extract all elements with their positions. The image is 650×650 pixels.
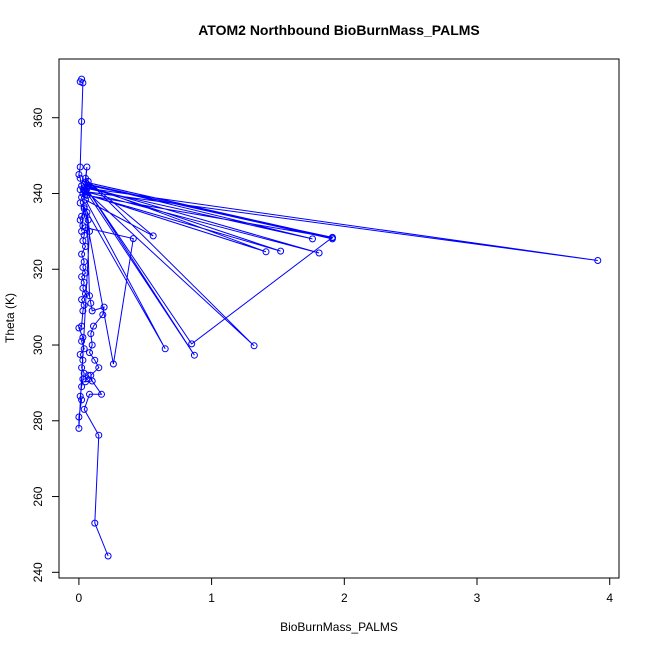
data-point-65 bbox=[75, 324, 83, 332]
data-point-37 bbox=[188, 340, 196, 348]
plot-frame bbox=[58, 58, 620, 579]
data-point-48 bbox=[129, 235, 137, 243]
data-point-68 bbox=[80, 345, 88, 353]
data-point-81 bbox=[83, 208, 91, 216]
data-point-66 bbox=[79, 333, 87, 341]
data-point-78 bbox=[75, 424, 83, 432]
data-point-76 bbox=[78, 396, 86, 404]
data-point-67 bbox=[78, 337, 86, 345]
x-axis-label: BioBurnMass_PALMS bbox=[280, 620, 398, 634]
data-point-49 bbox=[82, 224, 89, 232]
x-axis: 0 1 2 3 4 bbox=[76, 578, 613, 605]
x-tick-label-0: 0 bbox=[76, 591, 83, 605]
data-point-32 bbox=[277, 247, 285, 255]
y-tick-label-0: 240 bbox=[31, 562, 45, 582]
data-point-89 bbox=[88, 341, 96, 349]
data-point-90 bbox=[86, 349, 93, 357]
data-point-75 bbox=[76, 392, 84, 400]
data-point-57 bbox=[78, 273, 86, 281]
data-point-92 bbox=[95, 364, 103, 372]
data-point-70 bbox=[79, 356, 87, 364]
chart-title: ATOM2 Northbound BioBurnMass_PALMS bbox=[198, 22, 480, 38]
data-point-71 bbox=[78, 364, 86, 372]
y-tick-label-4: 320 bbox=[31, 259, 45, 279]
y-axis-label: Theta (K) bbox=[3, 293, 17, 343]
data-point-102 bbox=[104, 552, 112, 560]
y-tick-label-6: 360 bbox=[31, 107, 45, 127]
data-point-87 bbox=[90, 322, 97, 330]
y-tick-label-1: 260 bbox=[31, 486, 45, 506]
data-point-96 bbox=[84, 371, 92, 379]
series-line bbox=[78, 78, 598, 557]
data-point-43 bbox=[149, 232, 157, 240]
data-point-86 bbox=[99, 311, 107, 319]
data-point-42 bbox=[84, 177, 92, 185]
data-point-82 bbox=[86, 292, 93, 300]
x-tick-label-3: 3 bbox=[474, 591, 481, 605]
x-tick-label-1: 1 bbox=[208, 591, 215, 605]
data-point-11 bbox=[76, 199, 84, 207]
data-point-61 bbox=[78, 296, 86, 304]
data-point-56 bbox=[82, 269, 89, 277]
data-point-98 bbox=[86, 390, 93, 398]
data-point-39 bbox=[190, 351, 198, 359]
data-point-60 bbox=[82, 290, 89, 298]
data-point-94 bbox=[88, 377, 96, 385]
y-tick-label-5: 340 bbox=[31, 183, 45, 203]
data-point-30 bbox=[315, 249, 323, 257]
data-point-17 bbox=[83, 163, 91, 171]
y-tick-label-2: 280 bbox=[31, 410, 45, 430]
data-point-99 bbox=[80, 405, 88, 413]
data-point-40 bbox=[82, 187, 89, 194]
data-point-44 bbox=[82, 196, 89, 204]
data-point-26 bbox=[309, 235, 316, 243]
data-point-85 bbox=[100, 303, 108, 311]
data-point-34 bbox=[262, 248, 270, 256]
data-point-13 bbox=[78, 212, 86, 220]
y-tick-label-3: 300 bbox=[31, 335, 45, 355]
data-point-100 bbox=[95, 431, 103, 439]
data-series bbox=[75, 75, 602, 560]
data-point-97 bbox=[98, 390, 105, 398]
data-point-47 bbox=[109, 360, 117, 368]
data-point-41 bbox=[250, 342, 258, 350]
data-point-14 bbox=[76, 216, 84, 224]
data-point-6 bbox=[76, 174, 84, 182]
data-point-101 bbox=[91, 519, 99, 527]
data-point-28 bbox=[594, 257, 602, 264]
x-tick-label-2: 2 bbox=[341, 591, 348, 605]
data-point-63 bbox=[79, 307, 87, 315]
data-point-5 bbox=[75, 171, 83, 178]
data-point-55 bbox=[79, 263, 87, 271]
y-axis: 240 260 280 300 320 340 360 bbox=[31, 107, 59, 582]
data-point-45 bbox=[161, 345, 169, 353]
data-point-51 bbox=[79, 237, 87, 245]
data-point-38 bbox=[83, 185, 91, 193]
data-point-2 bbox=[79, 79, 87, 87]
x-tick-label-4: 4 bbox=[606, 591, 613, 605]
data-point-88 bbox=[87, 330, 95, 338]
data-point-80 bbox=[84, 216, 92, 224]
data-point-46 bbox=[80, 203, 88, 211]
data-point-77 bbox=[75, 413, 83, 421]
data-point-95 bbox=[82, 378, 89, 386]
data-point-53 bbox=[78, 250, 86, 258]
data-point-36 bbox=[328, 233, 336, 241]
data-point-79 bbox=[86, 227, 93, 235]
data-point-59 bbox=[79, 284, 87, 292]
data-point-91 bbox=[91, 356, 99, 364]
data-point-74 bbox=[78, 383, 86, 391]
data-point-52 bbox=[82, 243, 89, 250]
data-point-4 bbox=[76, 163, 84, 171]
data-point-83 bbox=[87, 299, 95, 307]
data-point-3 bbox=[78, 118, 86, 125]
data-point-84 bbox=[88, 307, 96, 315]
data-point-69 bbox=[76, 351, 84, 358]
